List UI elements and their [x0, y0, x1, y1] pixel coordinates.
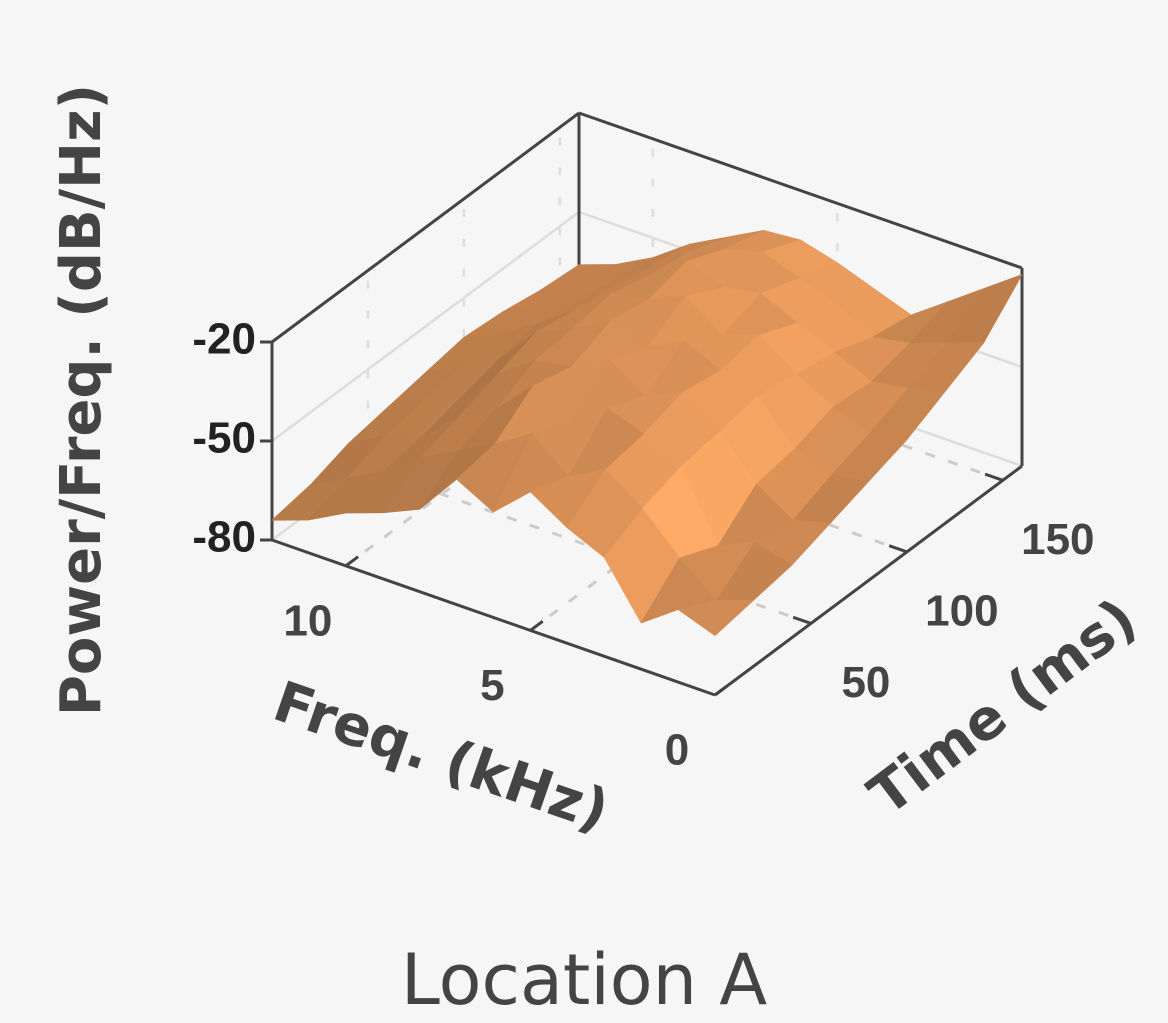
axis-line [714, 464, 1023, 697]
y-tick-label: 100 [925, 587, 998, 636]
tick-mark [984, 472, 1004, 482]
z-tick-label: -50 [192, 414, 256, 463]
axis-line [271, 538, 716, 697]
grid-line [271, 210, 580, 443]
tick-mark [888, 544, 908, 554]
z-tick-label: -80 [192, 513, 256, 562]
chart-title: Location A [401, 939, 767, 1021]
box-edge [578, 111, 1023, 270]
x-tick-label: 10 [283, 596, 332, 645]
z-tick-label: -20 [192, 315, 256, 364]
x-tick-label: 0 [665, 726, 689, 775]
box-edge [271, 111, 580, 344]
tick-mark [344, 555, 360, 568]
y-tick-label: 150 [1021, 515, 1094, 564]
surface-patch [677, 599, 754, 636]
x-tick-label: 5 [480, 661, 504, 710]
tick-mark [529, 620, 544, 632]
z-axis-label: Power/Freq. (dB/Hz) [49, 84, 114, 716]
y-tick-label: 50 [841, 658, 890, 707]
tick-mark [792, 615, 812, 625]
